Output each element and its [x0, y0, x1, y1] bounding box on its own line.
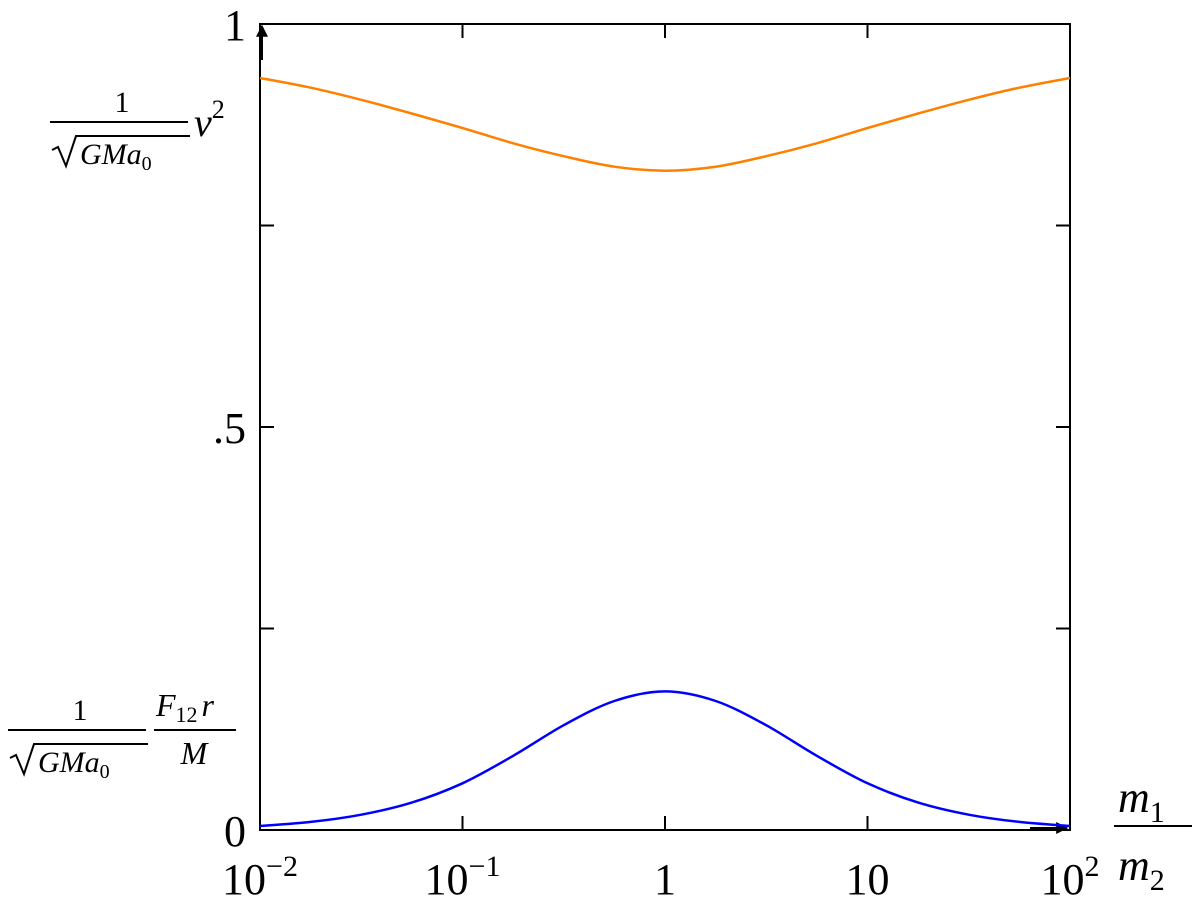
f-label-den: M	[180, 735, 210, 771]
x-tick-exp-1: −1	[469, 850, 501, 883]
y-tick-label-4: 1	[224, 1, 246, 50]
x-tick-label-2: 1	[654, 855, 676, 904]
x-tick-exp-0: −2	[266, 850, 298, 883]
y-tick-label-2: .5	[213, 404, 246, 453]
f-label-num: 1	[73, 694, 88, 727]
f-label-radicand-sub: 0	[100, 761, 110, 783]
xlabel-den: m	[1118, 841, 1150, 890]
f-label-radicand-wrap: GMa0	[38, 746, 110, 783]
y-tick-label-0: 0	[224, 807, 246, 856]
series-group	[259, 76, 1071, 828]
x-tick-base-0: 10	[222, 855, 266, 904]
xlabel-num: m	[1118, 773, 1150, 822]
x-tick-base-4: 10	[1041, 855, 1085, 904]
v-label-radicand-wrap: GMa0	[80, 138, 152, 175]
v-label-num: 1	[115, 86, 130, 119]
xlabel-den-wrap: m2	[1118, 841, 1165, 897]
x-tick-exp-4: 2	[1085, 850, 1100, 883]
xlabel-num-sub: 1	[1150, 796, 1165, 829]
series-line-1	[259, 690, 1071, 828]
plot-frame	[259, 23, 1071, 831]
x-tick-base-1: 10	[425, 855, 469, 904]
x-axis-label: m1 m2	[1114, 773, 1192, 897]
f-label-r: r	[202, 687, 215, 723]
v-label-radicand: GMa	[80, 138, 142, 171]
series-line-0	[259, 76, 1071, 172]
v-label-tail: v	[194, 100, 212, 145]
x-tick-base-2: 1	[654, 855, 676, 904]
x-tick-label-4: 102	[1041, 850, 1100, 904]
v-label-tail-wrap: v2	[194, 95, 225, 145]
v-label-tail-sup: 2	[212, 95, 225, 124]
series-label-velocity: 1 GMa0 v2	[50, 86, 225, 175]
f-label-num2-wrap: F12 r	[155, 687, 215, 727]
f-label-radical	[9, 743, 148, 777]
v-label-radical	[51, 135, 190, 169]
series-label-force: 1 GMa0 F12 r M	[8, 687, 236, 783]
x-tick-label-3: 10	[846, 855, 890, 904]
ticks	[260, 24, 1070, 830]
x-tick-label-0: 10−2	[222, 850, 298, 904]
f-label-f: F	[155, 687, 176, 723]
f-label-f-sub: 12	[176, 702, 198, 727]
xlabel-num-wrap: m1	[1118, 773, 1165, 829]
x-tick-base-3: 10	[846, 855, 890, 904]
x-tick-label-1: 10−1	[425, 850, 501, 904]
f-label-radicand: GMa	[38, 746, 100, 779]
v-label-radicand-sub: 0	[142, 153, 152, 175]
xlabel-den-sub: 2	[1150, 864, 1165, 897]
